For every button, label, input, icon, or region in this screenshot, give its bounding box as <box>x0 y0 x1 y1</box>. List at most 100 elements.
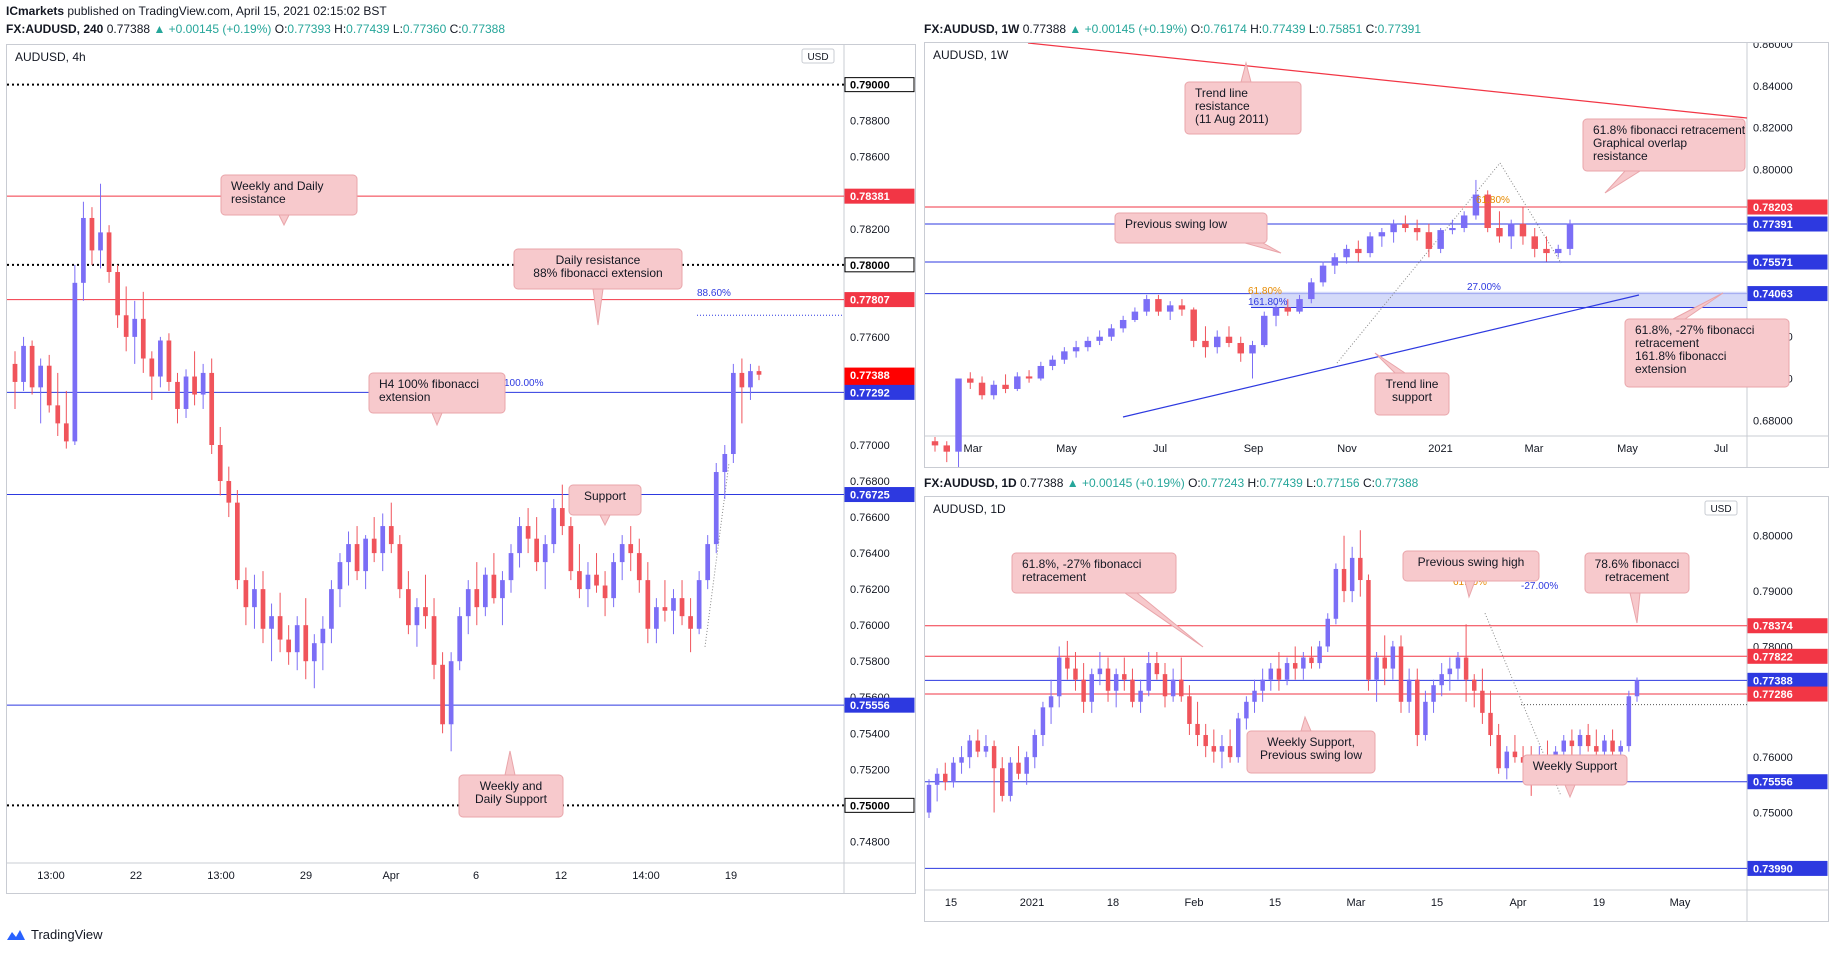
price-tag-box <box>1747 216 1828 232</box>
candle-body <box>217 444 223 482</box>
annotation-box <box>1584 552 1690 594</box>
candle <box>602 571 608 617</box>
candle <box>63 390 69 449</box>
candle <box>1272 303 1280 327</box>
candle-body <box>1449 228 1456 231</box>
currency-badge-box <box>801 48 835 64</box>
x-tick-label: Mar <box>1525 443 1544 455</box>
y-tick-label: 0.78600 <box>850 152 890 164</box>
candle <box>688 598 693 653</box>
header-c-label: C: <box>449 22 462 36</box>
daily-chart-svg: AUDUSD, 1D USD0.800000.790000.780000.7600… <box>925 497 1828 921</box>
candle <box>1566 219 1574 256</box>
header-change: ▲ +0.00145 (+0.19%) <box>1069 22 1188 36</box>
candle <box>585 562 591 608</box>
candle-body <box>1105 668 1111 691</box>
candle <box>1061 347 1068 364</box>
candle <box>525 508 531 554</box>
candle-body <box>1108 328 1115 337</box>
candle <box>662 580 668 622</box>
candle <box>1296 294 1303 314</box>
candle-body <box>1119 319 1127 329</box>
candle <box>72 264 78 445</box>
price-tag-box <box>844 292 915 308</box>
candle <box>269 603 274 662</box>
y-tick-label: 0.78800 <box>850 116 890 128</box>
candle-body <box>983 746 989 752</box>
header-o-label: O: <box>1188 476 1201 490</box>
annotation-box <box>1011 552 1177 594</box>
header-l-label: L: <box>392 22 403 36</box>
candle <box>1170 668 1176 702</box>
x-tick-label: 22 <box>130 870 142 882</box>
candle-body <box>696 580 702 629</box>
candle <box>1319 261 1327 287</box>
candle <box>955 378 962 467</box>
candle-body <box>748 371 753 388</box>
candle <box>636 538 642 593</box>
price-tag-text: 0.78374 <box>1753 621 1794 633</box>
candle-body <box>688 616 693 629</box>
tradingview-brand: TradingView <box>31 927 103 942</box>
candle-body <box>645 580 651 629</box>
candle <box>465 580 471 635</box>
candle-body <box>482 574 488 608</box>
candle-body <box>1202 340 1209 348</box>
candle-body <box>1602 740 1607 752</box>
x-tick-label: 13:00 <box>207 870 235 882</box>
candle <box>354 526 360 581</box>
candle-body <box>1488 712 1493 736</box>
candle-body <box>1569 740 1575 747</box>
candle <box>1146 651 1151 697</box>
fib-level-label: -27.00% <box>1521 581 1558 592</box>
candle <box>1122 657 1127 691</box>
header-high: 0.77439 <box>346 22 390 36</box>
candle-body <box>1284 307 1292 312</box>
candle-body <box>559 508 565 527</box>
price-tag-box <box>1747 860 1828 876</box>
price-tag-text: 0.75556 <box>850 700 890 712</box>
candle <box>1555 244 1562 258</box>
candle-body <box>577 571 582 590</box>
price-tag-text: 0.77807 <box>850 295 890 307</box>
candle-body <box>705 544 711 581</box>
annotation-text: 161.8% fibonacci <box>1635 349 1726 363</box>
candle-body <box>756 371 762 375</box>
candle <box>320 616 326 671</box>
daily-chart-panel[interactable]: AUDUSD, 1D USD 0.80000 0.79000 0.78000 0.7600… <box>924 496 1829 922</box>
candle <box>1202 326 1209 358</box>
y-tick-label: 0.80000 <box>1753 531 1793 543</box>
price-tag-box <box>844 77 915 93</box>
candle <box>1455 651 1461 680</box>
y-tick-label: 0.76000 <box>850 620 890 632</box>
price-tag-box <box>1747 686 1828 702</box>
h4-chart-panel[interactable]: AUDUSD, 4hUSD0.748000.752000.754000.7560… <box>6 44 916 894</box>
candle-body <box>55 405 61 424</box>
candle-body <box>1349 557 1355 592</box>
weekly-chart-header: FX:AUDUSD, 1W 0.77388 ▲ +0.00145 (+0.19%… <box>924 22 1421 36</box>
candle-body <box>1008 762 1013 796</box>
candle <box>1301 651 1306 680</box>
annotation-text: Weekly and Daily <box>231 179 323 193</box>
candle <box>1072 340 1080 358</box>
candle-body <box>269 616 274 629</box>
candle <box>1460 211 1468 233</box>
weekly-chart-panel[interactable]: AUDUSD, 1W 0.86000 0.84000 0.82000 0.80000 0.… <box>924 42 1829 468</box>
candle-body <box>1398 646 1404 702</box>
candle-body <box>1049 359 1056 366</box>
candle <box>1284 299 1292 316</box>
price-tag-box <box>1747 199 1828 215</box>
annotation-pointer <box>278 214 290 227</box>
candle-body <box>1378 232 1386 237</box>
tradingview-logo[interactable]: TradingView <box>6 927 103 942</box>
candle-body <box>175 381 180 409</box>
candle-body <box>286 639 292 653</box>
candle <box>1382 635 1387 686</box>
candle-body <box>243 580 249 608</box>
candle-body <box>991 746 997 769</box>
header-l-label: L: <box>1306 476 1317 490</box>
candle <box>1268 663 1274 691</box>
y-tick-label: 0.75000 <box>1753 808 1793 820</box>
